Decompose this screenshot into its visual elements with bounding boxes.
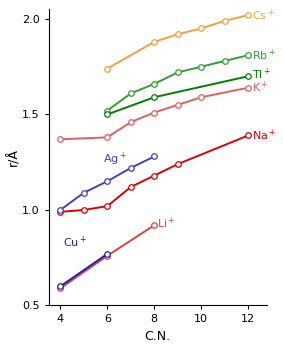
Text: Tl$^+$: Tl$^+$	[252, 67, 271, 82]
Text: Cu$^+$: Cu$^+$	[63, 235, 87, 250]
Text: Rb$^+$: Rb$^+$	[252, 48, 276, 63]
Text: Cs$^+$: Cs$^+$	[252, 7, 275, 23]
Y-axis label: r/Å: r/Å	[7, 148, 20, 167]
Text: K$^+$: K$^+$	[252, 80, 268, 95]
X-axis label: C.N.: C.N.	[145, 330, 171, 343]
Text: Na$^+$: Na$^+$	[252, 128, 276, 143]
Text: Li$^+$: Li$^+$	[156, 216, 175, 231]
Text: Ag$^+$: Ag$^+$	[103, 151, 127, 168]
